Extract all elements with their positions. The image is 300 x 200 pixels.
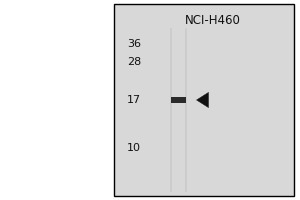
Text: NCI-H460: NCI-H460	[185, 14, 241, 27]
Bar	[171, 97, 186, 103]
Bar	[114, 4, 294, 196]
Text: 36: 36	[127, 39, 141, 49]
Bar	[172, 28, 185, 192]
Bar	[170, 28, 187, 192]
Polygon shape	[196, 92, 208, 108]
Text: 10: 10	[127, 143, 141, 153]
Text: 17: 17	[127, 95, 141, 105]
Text: 28: 28	[127, 57, 141, 67]
